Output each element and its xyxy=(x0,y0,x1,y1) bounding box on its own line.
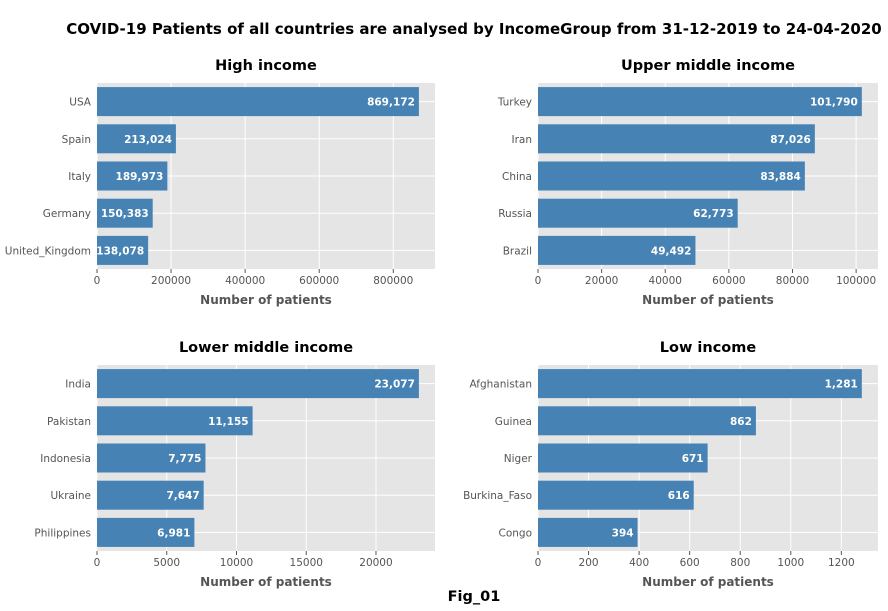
bar-pakistan xyxy=(97,406,253,436)
x-tick-label: 600000 xyxy=(299,275,339,287)
value-label-usa: 869,172 xyxy=(367,97,415,109)
bar-indonesia xyxy=(97,443,206,473)
chart-panels: USA 869,172 Spain 213,024 Italy 189,973 German… xyxy=(5,58,878,589)
category-label-china: China xyxy=(502,171,532,183)
value-label-united-kingdom: 138,078 xyxy=(96,245,144,257)
x-axis-label: Number of patients xyxy=(642,575,774,589)
x-tick-label: 20000 xyxy=(359,557,392,569)
category-label-germany: Germany xyxy=(43,208,91,220)
figure-caption: Fig_01 xyxy=(448,589,501,605)
x-tick-label: 0 xyxy=(94,275,101,287)
panel-upper-middle-income: Turkey 101,790 Iran 87,026 China 83,884 Russia… xyxy=(497,58,878,307)
x-tick-label: 10000 xyxy=(220,557,253,569)
bar-spain xyxy=(97,124,176,154)
category-label-india: India xyxy=(65,379,91,391)
bar-afghanistan xyxy=(538,369,862,399)
value-label-iran: 87,026 xyxy=(770,134,811,146)
x-tick-label: 20000 xyxy=(585,275,618,287)
x-tick-label: 1000 xyxy=(777,557,804,569)
bar-philippines xyxy=(97,517,195,547)
bar-united-kingdom xyxy=(97,235,149,265)
x-tick-label: 15000 xyxy=(290,557,323,569)
category-label-brazil: Brazil xyxy=(503,245,532,257)
category-label-ukraine: Ukraine xyxy=(50,490,91,502)
value-label-spain: 213,024 xyxy=(124,134,172,146)
value-label-burkina-faso: 616 xyxy=(668,490,690,502)
value-label-pakistan: 11,155 xyxy=(208,416,249,428)
panel-low-income: Afghanistan 1,281 Guinea 862 Niger 671 Burkina… xyxy=(463,340,878,589)
category-label-niger: Niger xyxy=(504,453,533,465)
bar-india xyxy=(97,369,419,399)
category-label-spain: Spain xyxy=(62,134,91,146)
x-tick-label: 80000 xyxy=(776,275,809,287)
panel-title: Upper middle income xyxy=(621,58,795,74)
x-tick-label: 200 xyxy=(579,557,599,569)
panel-high-income: USA 869,172 Spain 213,024 Italy 189,973 German… xyxy=(5,58,435,307)
value-label-niger: 671 xyxy=(682,453,704,465)
category-label-burkina-faso: Burkina_Faso xyxy=(463,490,532,502)
x-tick-label: 5000 xyxy=(153,557,180,569)
bar-usa xyxy=(97,87,419,117)
category-label-iran: Iran xyxy=(511,134,532,146)
x-tick-label: 100000 xyxy=(836,275,876,287)
value-label-ukraine: 7,647 xyxy=(166,490,199,502)
panel-lower-middle-income: India 23,077 Pakistan 11,155 Indonesia 7,775 U… xyxy=(34,340,435,589)
x-tick-label: 40000 xyxy=(649,275,682,287)
category-label-russia: Russia xyxy=(498,208,532,220)
x-tick-label: 200000 xyxy=(151,275,191,287)
value-label-guinea: 862 xyxy=(730,416,752,428)
bar-germany xyxy=(97,198,153,228)
category-label-usa: USA xyxy=(69,97,92,109)
x-tick-label: 0 xyxy=(535,275,542,287)
x-tick-label: 60000 xyxy=(712,275,745,287)
bar-guinea xyxy=(538,406,756,436)
value-label-russia: 62,773 xyxy=(693,208,734,220)
bar-china xyxy=(538,161,805,191)
category-label-indonesia: Indonesia xyxy=(40,453,91,465)
x-tick-label: 1200 xyxy=(828,557,855,569)
value-label-china: 83,884 xyxy=(760,171,801,183)
value-label-germany: 150,383 xyxy=(101,208,149,220)
category-label-pakistan: Pakistan xyxy=(47,416,91,428)
figure-title: COVID-19 Patients of all countries are a… xyxy=(66,20,881,38)
bar-italy xyxy=(97,161,168,191)
x-tick-label: 0 xyxy=(94,557,101,569)
value-label-india: 23,077 xyxy=(374,379,415,391)
value-label-indonesia: 7,775 xyxy=(168,453,201,465)
bar-ukraine xyxy=(97,480,204,510)
bar-iran xyxy=(538,124,815,154)
value-label-italy: 189,973 xyxy=(116,171,164,183)
category-label-philippines: Philippines xyxy=(34,527,91,539)
x-axis-label: Number of patients xyxy=(200,575,332,589)
x-tick-label: 800000 xyxy=(373,275,413,287)
category-label-italy: Italy xyxy=(68,171,91,183)
x-tick-label: 800 xyxy=(730,557,750,569)
x-axis-label: Number of patients xyxy=(642,293,774,307)
value-label-afghanistan: 1,281 xyxy=(825,379,858,391)
panel-title: High income xyxy=(215,58,317,74)
panel-title: Lower middle income xyxy=(179,340,353,356)
bar-russia xyxy=(538,198,738,228)
bar-turkey xyxy=(538,87,862,117)
bar-burkina-faso xyxy=(538,480,694,510)
category-label-congo: Congo xyxy=(499,527,533,539)
x-tick-label: 600 xyxy=(680,557,700,569)
x-axis-label: Number of patients xyxy=(200,293,332,307)
category-label-guinea: Guinea xyxy=(495,416,532,428)
bar-brazil xyxy=(538,235,696,265)
category-label-united-kingdom: United_Kingdom xyxy=(5,245,91,257)
x-tick-label: 400000 xyxy=(225,275,265,287)
x-tick-label: 0 xyxy=(535,557,542,569)
value-label-turkey: 101,790 xyxy=(810,97,858,109)
bar-niger xyxy=(538,443,708,473)
value-label-congo: 394 xyxy=(612,527,634,539)
panel-title: Low income xyxy=(660,340,757,356)
category-label-afghanistan: Afghanistan xyxy=(469,379,532,391)
value-label-brazil: 49,492 xyxy=(651,245,692,257)
bar-congo xyxy=(538,517,638,547)
category-label-turkey: Turkey xyxy=(497,97,532,109)
value-label-philippines: 6,981 xyxy=(157,527,190,539)
x-tick-label: 400 xyxy=(629,557,649,569)
